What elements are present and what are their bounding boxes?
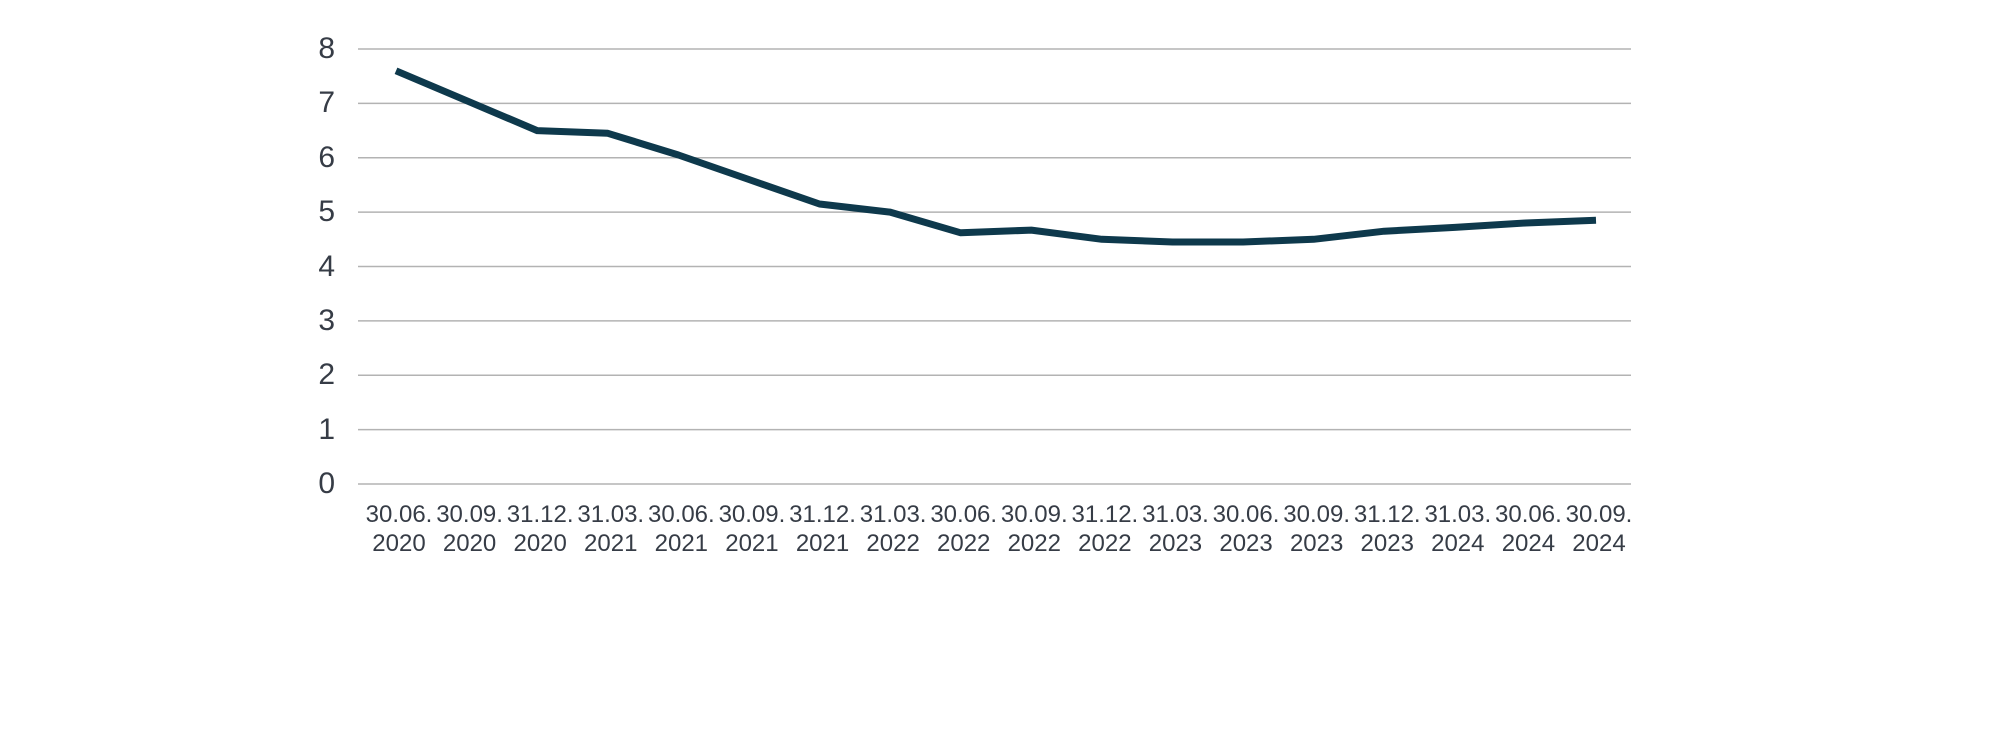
- x-axis-label: 30.06. 2024: [1468, 500, 1588, 558]
- x-axis-label-date: 30.06.: [1212, 501, 1280, 528]
- x-axis-label: 31.12. 2021: [763, 500, 883, 558]
- x-axis-label: 31.03. 2022: [833, 500, 953, 558]
- x-axis-label-year: 2024: [1431, 530, 1485, 557]
- x-axis-label: 31.12. 2023: [1327, 500, 1447, 558]
- x-axis-label: 30.06. 2020: [339, 500, 459, 558]
- y-axis-label: 5: [318, 195, 336, 229]
- x-axis-label-date: 30.06.: [647, 501, 715, 528]
- x-axis-label-year: 2024: [1501, 530, 1556, 557]
- x-axis-label-year: 2023: [1360, 530, 1414, 557]
- x-axis-label: 30.09. 2020: [410, 500, 530, 558]
- x-axis-label-date: 31.12.: [789, 501, 856, 528]
- y-axis-label: 8: [318, 32, 336, 65]
- y-axis-label: 3: [318, 303, 336, 337]
- x-axis-label: 30.06. 2022: [904, 500, 1024, 558]
- x-axis-label-year: 2020: [442, 530, 497, 557]
- y-axis-label: 6: [318, 140, 336, 174]
- x-axis-label-date: 30.09.: [718, 501, 786, 528]
- x-axis-label: 30.09. 2022: [974, 500, 1094, 558]
- y-axis-label: 1: [318, 412, 336, 446]
- x-axis-label-year: 2022: [937, 530, 991, 557]
- x-axis-label-date: 30.06.: [930, 501, 998, 528]
- x-axis-label-date: 30.09.: [1000, 501, 1068, 528]
- x-axis-label: 30.06. 2023: [1186, 500, 1306, 558]
- x-axis-label-year: 2023: [1289, 530, 1344, 557]
- x-axis-label: 31.03. 2023: [1115, 500, 1235, 558]
- x-axis-label: 31.03. 2021: [551, 500, 671, 558]
- x-axis-label-year: 2022: [1078, 530, 1132, 557]
- x-axis-label: 31.03. 2024: [1398, 500, 1518, 558]
- x-axis-label-year: 2021: [795, 530, 850, 557]
- x-axis-label-year: 2023: [1148, 530, 1203, 557]
- x-axis-label-date: 31.03.: [859, 501, 927, 528]
- x-axis-label-date: 30.09.: [1565, 501, 1633, 528]
- x-axis-label: 31.12. 2020: [480, 500, 600, 558]
- x-axis-label-year: 2023: [1219, 530, 1273, 557]
- x-axis-label-year: 2020: [513, 530, 567, 557]
- y-axis-label: 4: [318, 249, 336, 283]
- y-axis-label: 2: [318, 358, 336, 392]
- y-axis-label: 0: [318, 467, 336, 500]
- data-line: [394, 67, 1597, 246]
- x-axis-label-year: 2021: [725, 530, 779, 557]
- x-axis-label-date: 31.03.: [1424, 501, 1492, 528]
- x-axis-label: 30.06. 2021: [621, 500, 741, 558]
- x-axis-label-date: 30.06.: [365, 501, 433, 528]
- x-axis-label-year: 2021: [584, 530, 638, 557]
- y-axis-label: 7: [318, 86, 336, 120]
- x-axis-label-date: 31.03.: [577, 501, 645, 528]
- x-axis-label-year: 2021: [654, 530, 709, 557]
- x-axis-label-date: 31.12.: [1071, 501, 1139, 528]
- x-axis-label-year: 2022: [866, 530, 920, 557]
- x-axis-label-year: 2020: [372, 530, 426, 557]
- x-axis-label: 31.12. 2022: [1045, 500, 1165, 558]
- x-axis-label: 30.09. 2024: [1539, 500, 1659, 558]
- x-axis-label: 30.09. 2021: [692, 500, 812, 558]
- x-axis-label-date: 31.12.: [1353, 501, 1421, 528]
- x-axis-label-year: 2022: [1007, 530, 1061, 557]
- x-axis-label-year: 2024: [1572, 530, 1626, 557]
- x-axis-label-date: 30.09.: [1283, 501, 1350, 528]
- x-axis-label-date: 31.03.: [1142, 501, 1209, 528]
- x-axis-label-date: 30.06.: [1495, 501, 1562, 528]
- x-axis-label-date: 30.09.: [436, 501, 503, 528]
- x-axis-label: 30.09. 2023: [1257, 500, 1377, 558]
- x-axis-label-date: 31.12.: [506, 501, 574, 528]
